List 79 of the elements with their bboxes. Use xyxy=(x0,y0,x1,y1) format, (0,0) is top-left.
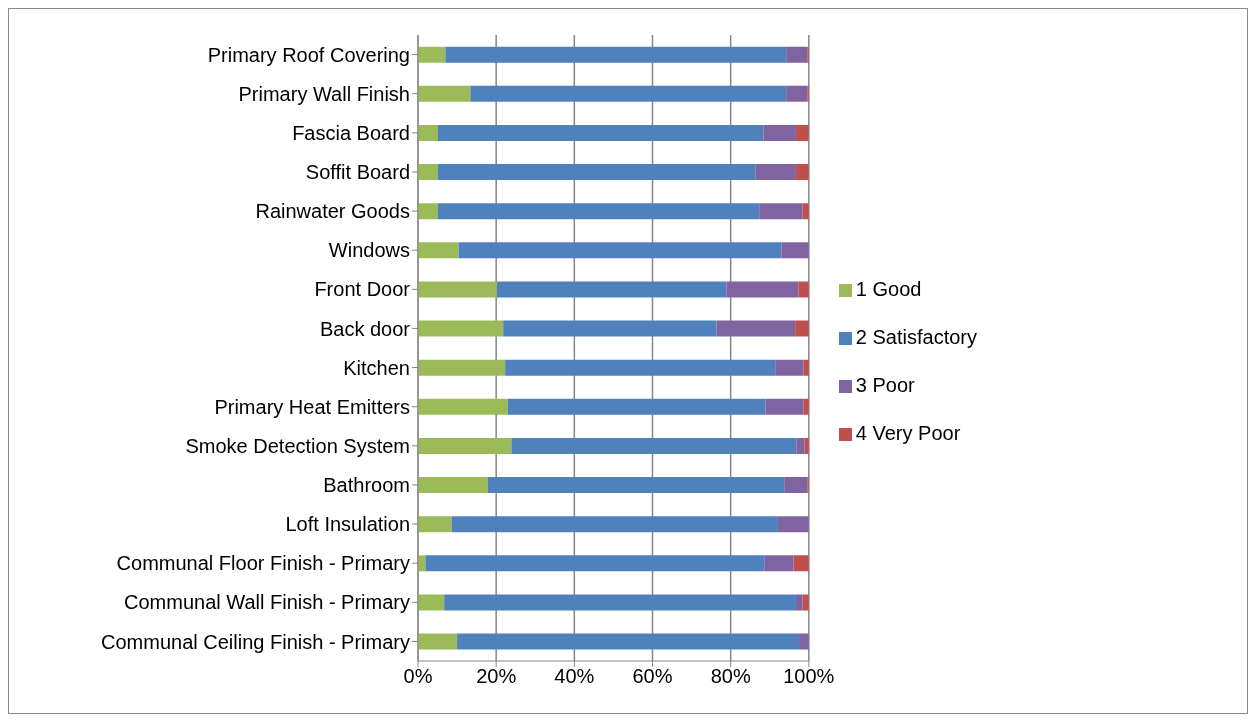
bar xyxy=(418,85,471,102)
bar xyxy=(496,281,727,298)
bar xyxy=(781,242,809,259)
bar xyxy=(786,85,808,102)
y-tick-label: Windows xyxy=(328,239,410,262)
bar xyxy=(418,242,459,259)
bar xyxy=(451,516,778,533)
bar xyxy=(796,437,805,454)
bar xyxy=(503,320,717,337)
legend-label: 4 Very Poor xyxy=(855,422,961,444)
bar xyxy=(507,398,766,415)
x-tick-label: 60% xyxy=(632,665,673,688)
bar xyxy=(777,516,809,533)
bar xyxy=(763,124,796,141)
bar xyxy=(795,124,809,141)
bar xyxy=(418,437,512,454)
y-tick-label: Bathroom xyxy=(323,474,410,497)
bar xyxy=(793,555,809,572)
bar xyxy=(418,46,446,63)
bar xyxy=(786,46,808,63)
legend-label: 2 Satisfactory xyxy=(855,326,977,348)
bar xyxy=(765,398,804,415)
bar xyxy=(418,516,452,533)
y-tick-label: Smoke Detection System xyxy=(185,434,410,457)
bar xyxy=(437,203,760,220)
y-tick-label: Fascia Board xyxy=(292,121,410,144)
y-tick-label: Communal Ceiling Finish - Primary xyxy=(101,630,410,653)
bar xyxy=(418,164,438,181)
y-tick-label: Loft Insulation xyxy=(285,513,410,536)
bar xyxy=(726,281,799,298)
y-tick-label: Primary Wall Finish xyxy=(238,82,410,105)
bar xyxy=(437,164,756,181)
y-tick-label: Back door xyxy=(319,317,411,340)
bar xyxy=(418,281,497,298)
bar xyxy=(511,437,797,454)
bar xyxy=(803,398,809,415)
y-tick-label: Front Door xyxy=(314,278,411,301)
bar xyxy=(470,85,787,102)
bar xyxy=(803,359,809,376)
bar xyxy=(418,124,438,141)
bar xyxy=(755,164,796,181)
bar xyxy=(418,594,445,611)
x-tick-label: 80% xyxy=(710,665,751,688)
bar xyxy=(775,359,804,376)
bar xyxy=(445,46,787,63)
y-tick-label: Communal Floor Finish - Primary xyxy=(116,552,410,575)
x-tick-label: 20% xyxy=(476,665,517,688)
y-tick-label: Primary Heat Emitters xyxy=(214,395,410,418)
bar xyxy=(457,633,800,650)
y-tick-label: Rainwater Goods xyxy=(255,200,410,223)
bar xyxy=(418,477,488,494)
y-tick-label: Kitchen xyxy=(343,356,410,379)
legend-label: 3 Poor xyxy=(855,374,915,396)
bar xyxy=(487,477,785,494)
bar xyxy=(795,594,803,611)
bar xyxy=(444,594,796,611)
y-tick-label: Primary Roof Covering xyxy=(207,43,410,66)
bar xyxy=(437,124,764,141)
bar xyxy=(764,555,794,572)
x-tick-label: 100% xyxy=(783,665,835,688)
bar xyxy=(505,359,776,376)
bar xyxy=(795,320,809,337)
bar xyxy=(418,203,438,220)
bar xyxy=(418,633,458,650)
bar xyxy=(795,164,809,181)
bar xyxy=(799,633,809,650)
y-tick-label: Soffit Board xyxy=(305,161,410,184)
bar xyxy=(425,555,765,572)
legend-label: 1 Good xyxy=(855,278,922,300)
bar xyxy=(759,203,803,220)
x-tick-label: 0% xyxy=(403,665,433,688)
y-tick-label: Communal Wall Finish - Primary xyxy=(124,591,410,614)
bar xyxy=(418,320,504,337)
x-tick-label: 40% xyxy=(554,665,595,688)
bar xyxy=(418,398,508,415)
bar xyxy=(716,320,796,337)
bar xyxy=(784,477,808,494)
bar xyxy=(418,359,506,376)
bar xyxy=(458,242,782,259)
